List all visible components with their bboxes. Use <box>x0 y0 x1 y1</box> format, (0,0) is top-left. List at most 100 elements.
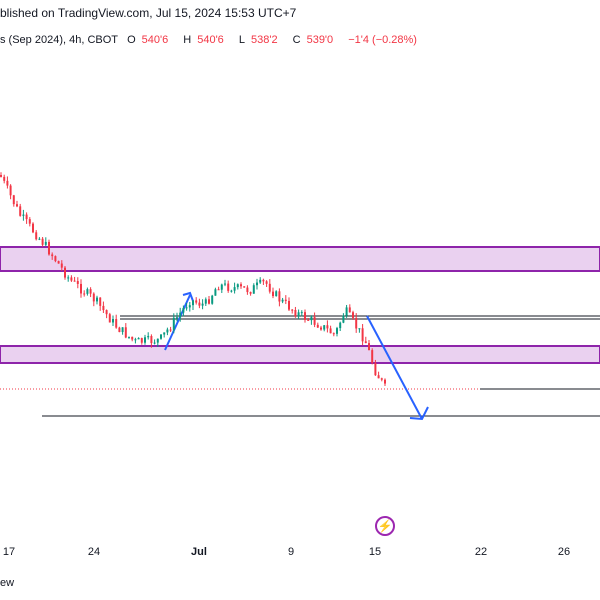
change-value: −1'4 (−0.28%) <box>348 34 417 46</box>
candle-body <box>220 284 223 290</box>
candle-body <box>169 329 172 331</box>
time-tick-22: 22 <box>474 546 488 558</box>
candle-body <box>92 293 95 302</box>
candle-body <box>275 291 278 297</box>
candle-body <box>294 310 297 317</box>
candle-body <box>265 281 268 284</box>
candle-body <box>230 290 233 292</box>
candle-body <box>32 223 34 233</box>
candle-body <box>188 305 191 308</box>
candle-body <box>377 375 380 379</box>
candle-body <box>320 327 322 330</box>
candle-body <box>278 291 281 302</box>
candle-body <box>73 280 76 282</box>
candle-body <box>102 305 105 311</box>
candle-body <box>259 279 262 283</box>
low-label: L <box>238 34 245 46</box>
candle-body <box>128 336 130 338</box>
candle-body <box>153 342 156 344</box>
down-arrow-path[interactable] <box>366 315 423 420</box>
candle-body <box>105 310 108 315</box>
candle-body <box>326 325 329 329</box>
candle-body <box>214 289 217 296</box>
close-label: C <box>292 34 301 46</box>
candle-body <box>284 299 287 301</box>
candle-body <box>371 350 374 363</box>
candle-body <box>144 337 146 343</box>
candle-body <box>240 284 242 287</box>
ohlc-high: H 540'6 <box>183 34 230 46</box>
candle-body <box>112 319 114 323</box>
candle-body <box>192 300 194 306</box>
candle-body <box>16 204 18 207</box>
ohlc-open: O 540'6 <box>127 34 174 46</box>
candle-body <box>172 317 175 330</box>
candle-body <box>38 238 41 240</box>
time-tick-24: 24 <box>87 546 101 558</box>
time-tick-jul: Jul <box>191 546 207 558</box>
candle-body <box>121 327 124 333</box>
candle-body <box>131 336 134 340</box>
candle-body <box>115 319 118 328</box>
close-value: 539'0 <box>306 34 334 46</box>
up-arrow-head <box>182 291 194 302</box>
candle-body <box>201 303 204 306</box>
candle-body <box>262 279 265 282</box>
symbol-bar: s (Sep 2024), 4h, CBOT O 540'6 H 540'6 L 53… <box>0 34 423 46</box>
candle-body <box>297 312 300 317</box>
candle-body <box>236 284 239 288</box>
candle-body <box>384 379 386 384</box>
candle-body <box>300 312 303 314</box>
candle-body <box>224 283 226 285</box>
candle-body <box>3 176 6 181</box>
candle-body <box>358 328 361 330</box>
candle-body <box>64 267 66 278</box>
candle-body <box>233 287 236 291</box>
candle-body <box>76 281 79 284</box>
candle-body <box>310 317 313 321</box>
candle-body <box>156 338 159 343</box>
candle-body <box>134 339 137 341</box>
candle-body <box>227 283 230 291</box>
candle-body <box>150 336 153 344</box>
published-info: blished on TradingView.com, Jul 15, 2024… <box>0 6 297 20</box>
candle-body <box>364 341 367 344</box>
candle-body <box>9 185 12 196</box>
open-label: O <box>127 34 136 46</box>
candle-body <box>195 300 198 303</box>
candle-body <box>348 307 351 313</box>
up-arrow-path[interactable] <box>164 294 191 351</box>
candle-body <box>374 362 377 376</box>
candle-body <box>22 214 25 216</box>
candle-body <box>70 277 73 281</box>
candle-body <box>268 283 271 292</box>
candle-body <box>256 282 258 286</box>
ohlc-low: L 538'2 <box>239 34 284 46</box>
lightning-icon[interactable]: ⚡ <box>375 516 395 536</box>
candle-body <box>243 286 246 288</box>
candle-body <box>313 317 316 325</box>
candle-body <box>12 195 15 205</box>
candle-body <box>368 343 370 351</box>
time-tick-17: 17 <box>2 546 16 558</box>
resistance-zone[interactable] <box>0 246 600 272</box>
candle-body <box>361 328 364 342</box>
candle-body <box>166 329 169 333</box>
candle-body <box>246 287 249 293</box>
open-value: 540'6 <box>141 34 169 46</box>
candle-body <box>355 317 358 329</box>
time-tick-15: 15 <box>368 546 382 558</box>
symbol-name[interactable]: s (Sep 2024), 4h, CBOT <box>0 34 118 46</box>
time-tick-9: 9 <box>287 546 295 558</box>
candle-body <box>25 214 28 220</box>
down-arrow-head <box>409 406 429 421</box>
ohlc-close: C 539'0 <box>293 34 340 46</box>
support-zone[interactable] <box>0 345 600 364</box>
candle-body <box>96 297 98 302</box>
candle-body <box>281 299 284 302</box>
candle-body <box>83 293 86 295</box>
candle-body <box>57 261 60 264</box>
candle-body <box>185 307 188 309</box>
candle-body <box>0 175 2 177</box>
